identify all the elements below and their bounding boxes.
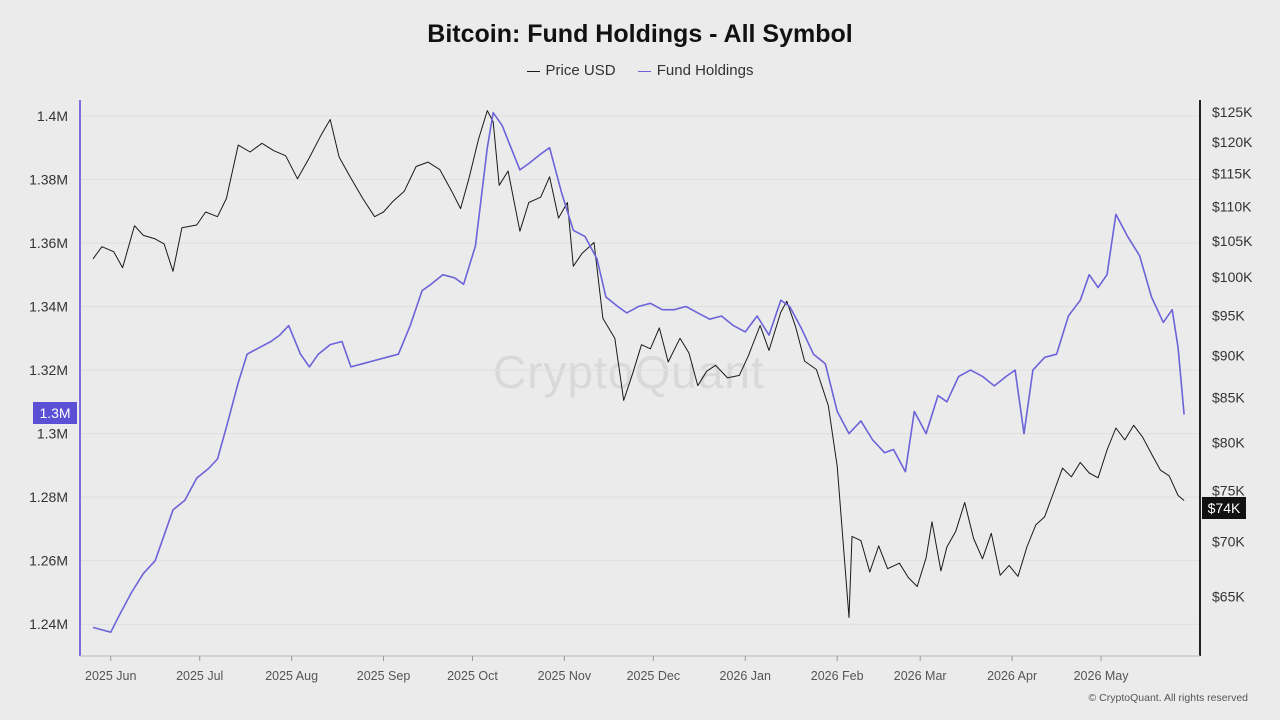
left-tick-label: 1.36M: [29, 235, 68, 251]
legend-label-holdings: Fund Holdings: [656, 62, 754, 79]
left-tick-label: 1.38M: [29, 171, 68, 187]
x-tick-label: 2026 Feb: [811, 669, 864, 683]
x-tick-label: 2025 Oct: [447, 669, 498, 683]
right-tick-label: $65K: [1212, 589, 1245, 605]
x-tick-label: 2025 Aug: [265, 669, 318, 683]
right-tick-label: $80K: [1212, 435, 1245, 451]
legend-item-holdings[interactable]: Fund Holdings: [637, 62, 754, 79]
right-tick-label: $70K: [1212, 534, 1245, 550]
right-tick-label: $110K: [1212, 199, 1252, 215]
copyright-text: © CryptoQuant. All rights reserved: [1088, 692, 1248, 704]
x-tick-label: 2026 May: [1074, 669, 1130, 683]
x-tick-label: 2025 Sep: [357, 669, 411, 683]
right-tick-label: $90K: [1212, 347, 1245, 363]
right-tick-label: $85K: [1212, 390, 1245, 406]
series-line-fund-holdings: [92, 111, 1185, 633]
x-tick-label: 2026 Jan: [720, 669, 771, 683]
x-tick-label: 2026 Mar: [894, 669, 947, 683]
legend-swatch-price: [526, 70, 540, 72]
right-tick-label: $95K: [1212, 307, 1245, 323]
left-tick-label: 1.32M: [29, 362, 68, 378]
left-tick-label: 1.26M: [29, 553, 68, 569]
grid-lines: [80, 115, 1200, 625]
right-tick-label: $115K: [1212, 166, 1252, 182]
left-tick-label: 1.28M: [29, 489, 68, 505]
chart-title: Bitcoin: Fund Holdings - All Symbol: [427, 20, 853, 48]
series-layer: [92, 110, 1185, 633]
legend-label-price: Price USD: [545, 62, 616, 79]
x-tick-label: 2025 Dec: [627, 669, 681, 683]
right-tick-label: $100K: [1212, 269, 1253, 285]
legend: Price USD Fund Holdings: [0, 62, 1280, 79]
left-tick-label: 1.4M: [37, 108, 68, 124]
right-tick-label: $105K: [1212, 233, 1253, 249]
legend-item-price[interactable]: Price USD: [526, 62, 616, 79]
right-tick-label: $120K: [1212, 134, 1253, 150]
x-tick-label: 2025 Nov: [538, 669, 592, 683]
x-tick-label: 2026 Apr: [987, 669, 1037, 683]
right-tick-label: $125K: [1212, 104, 1253, 120]
x-axis-ticks: 2025 Jun 2025 Jul 2025 Aug 2025 Sep 2025 Oct…: [85, 656, 1129, 683]
legend-swatch-holdings: [637, 70, 651, 72]
right-tick-label: $75K: [1212, 483, 1245, 499]
left-axis-ticks: 1.24M 1.26M 1.28M 1.3M 1.32M 1.34M 1.36M 1.38M 1…: [29, 108, 68, 632]
watermark: CryptoQuant: [493, 346, 765, 398]
series-line-price-usd: [92, 110, 1185, 618]
current-price-badge: $74K: [1202, 497, 1246, 519]
left-tick-label: 1.3M: [37, 426, 68, 442]
x-tick-label: 2025 Jul: [176, 669, 223, 683]
left-tick-label: 1.24M: [29, 616, 68, 632]
x-tick-label: 2025 Jun: [85, 669, 136, 683]
right-axis-ticks: $65K $70K $75K $80K $85K $90K $95K $100K $105K $1…: [1212, 104, 1253, 605]
left-tick-label: 1.34M: [29, 299, 68, 315]
current-holdings-badge: 1.3M: [33, 402, 77, 424]
